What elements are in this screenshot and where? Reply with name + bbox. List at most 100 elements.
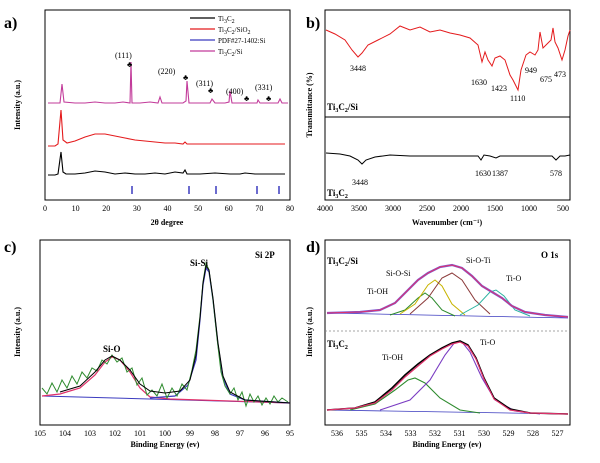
- band-label: 1630: [471, 78, 487, 87]
- panel-a-xtick-label: 70: [255, 204, 263, 213]
- panel-d-lower-component-ti-oh: [349, 377, 481, 414]
- panel-d-lower-sample: Ti3C2: [327, 339, 348, 351]
- band-label: 1630: [475, 169, 491, 178]
- panel-b-series-ti3c2-si: [325, 25, 571, 92]
- panel-c: c) Intensity (a.u.) Binding Energy (ev) …: [4, 239, 294, 449]
- panel-b-upper-band-labels: 3448 1630 1423 1110 949 675 473: [350, 64, 566, 103]
- panel-d-xtick-label: 530: [478, 429, 490, 438]
- peak-label: (311): [196, 79, 213, 88]
- peak-label: (111): [115, 51, 132, 60]
- panel-d-xlabel: Binding Energy (ev): [413, 440, 482, 449]
- panel-d-xtick-label: 533: [405, 429, 417, 438]
- panel-b-series-ti3c2: [325, 152, 571, 165]
- panel-b-xtick-label: 3500: [351, 204, 367, 213]
- panel-a-legend: Ti3C2 Ti3C2/SiO2 PDF#27-1402:Si Ti3C2/Si: [190, 15, 266, 58]
- club-icon: ♣: [127, 60, 133, 69]
- panel-b-xtick-label: 2500: [419, 204, 435, 213]
- panel-a-letter: a): [4, 15, 17, 32]
- panel-c-xticks: 105 104 103 102 101 100 99 98 97 96 95: [34, 429, 294, 438]
- panel-b-ylabel: Transmittance (%): [305, 72, 314, 137]
- panel-a-series-ti3c2-sio2: [48, 109, 285, 147]
- panel-d-letter: d): [306, 239, 320, 256]
- panel-d-lower-raw-data: [326, 340, 569, 415]
- legend-label-pdf: PDF#27-1402:Si: [218, 37, 266, 45]
- panel-b-xtick-label: 3000: [385, 204, 401, 213]
- panel-a-xtick-label: 80: [286, 204, 294, 213]
- panel-d-upper-component-si-o-si: [399, 279, 466, 316]
- panel-c-xtick-label: 97: [236, 429, 244, 438]
- legend-label-ti3c2-si: Ti3C2/Si: [218, 48, 242, 58]
- panel-b-lower-sample: Ti3C2: [327, 188, 348, 200]
- panel-a-ylabel: Intensity (a.u.): [13, 80, 22, 130]
- panel-d-upper-label-ti-oh: Ti-OH: [367, 287, 388, 296]
- panel-a-xtick-label: 0: [43, 204, 47, 213]
- band-label: 1387: [492, 169, 508, 178]
- panel-d-upper-component-ti-oh: [389, 292, 456, 317]
- panel-d-lower-fit-envelope: [326, 341, 569, 415]
- band-label: 3448: [350, 64, 366, 73]
- panel-a-xtick-label: 30: [133, 204, 141, 213]
- panel-d-upper-baseline: [326, 312, 569, 319]
- band-label: 578: [550, 169, 562, 178]
- panel-d-xtick-label: 528: [527, 429, 539, 438]
- club-icon: ♣: [208, 86, 214, 95]
- panel-d-lower-label-ti-oh: Ti-OH: [382, 353, 403, 362]
- panel-d-upper-fit-envelope: [326, 264, 569, 318]
- panel-a-peak-labels: (111) ♣ (220) ♣ (311) ♣ (400) ♣ (331) ♣: [115, 51, 273, 103]
- panel-a-xtick-label: 50: [194, 204, 202, 213]
- panel-d-upper-label-si-o-si: Si-O-Si: [386, 269, 411, 278]
- panel-c-frame: [39, 239, 291, 426]
- panel-d-title: O 1s: [541, 250, 559, 260]
- panel-a-series-ti3c2-si: [48, 61, 288, 104]
- panel-c-label-si-si: Si-Si: [190, 258, 209, 268]
- panel-c-fit-envelope: [59, 264, 291, 404]
- panel-b-frame: [324, 9, 571, 201]
- panel-b-xtick-label: 1000: [521, 204, 537, 213]
- panel-b-lower-band-labels: 3448 1630 1387 578: [352, 169, 562, 187]
- panel-d-upper-label-ti-o: Ti-O: [506, 274, 521, 283]
- panel-a-xtick-label: 40: [164, 204, 172, 213]
- legend-label-ti3c2-sio2: Ti3C2/SiO2: [218, 26, 251, 36]
- panel-c-raw-data: [41, 261, 289, 408]
- panel-d-xtick-label: 531: [454, 429, 466, 438]
- panel-c-label-si-o: Si-O: [103, 344, 121, 354]
- panel-c-xtick-label: 99: [186, 429, 194, 438]
- panel-b-xlabel: Wavenumber (cm⁻¹): [412, 218, 483, 227]
- panel-c-xtick-label: 102: [109, 429, 121, 438]
- panel-c-xlabel: Binding Energy (ev): [131, 440, 200, 449]
- panel-c-letter: c): [4, 239, 16, 256]
- panel-d-xtick-label: 529: [503, 429, 515, 438]
- peak-label: (331): [255, 83, 273, 92]
- panel-d-upper-component-ti-o: [459, 289, 531, 317]
- band-label: 3448: [352, 178, 368, 187]
- panel-a-frame: [44, 9, 291, 201]
- panel-b-xtick-label: 1500: [487, 204, 503, 213]
- panel-d-xtick-label: 532: [429, 429, 441, 438]
- panel-c-xtick-label: 96: [261, 429, 269, 438]
- panel-c-xtick-label: 100: [159, 429, 171, 438]
- band-label: 949: [525, 66, 537, 75]
- panel-b-xtick-label: 2000: [453, 204, 469, 213]
- panel-c-xtick-label: 101: [134, 429, 146, 438]
- panel-d-xtick-label: 534: [380, 429, 392, 438]
- club-icon: ♣: [244, 94, 250, 103]
- band-label: 1110: [510, 94, 525, 103]
- panel-b-xtick-label: 500: [557, 204, 569, 213]
- band-label: 473: [554, 70, 566, 79]
- panel-c-xtick-label: 98: [211, 429, 219, 438]
- panel-d-upper-label-si-o-ti: Si-O-Ti: [466, 256, 491, 265]
- panel-d-frame: [324, 239, 571, 426]
- band-label: 1423: [491, 84, 507, 93]
- panel-d-upper-component-si-o-ti: [409, 272, 491, 315]
- panel-d-xtick-label: 535: [356, 429, 368, 438]
- panel-a-xtick-label: 60: [225, 204, 233, 213]
- panel-a-reference-ticks: [131, 186, 280, 194]
- panel-c-xtick-label: 105: [34, 429, 46, 438]
- panel-d-lower-label-ti-o: Ti-O: [480, 338, 495, 347]
- panel-d-xtick-label: 536: [331, 429, 343, 438]
- band-label: 675: [540, 75, 552, 84]
- peak-label: (220): [158, 67, 176, 76]
- panel-b-xtick-label: 4000: [317, 204, 333, 213]
- panel-a-series-ti3c2: [48, 151, 285, 176]
